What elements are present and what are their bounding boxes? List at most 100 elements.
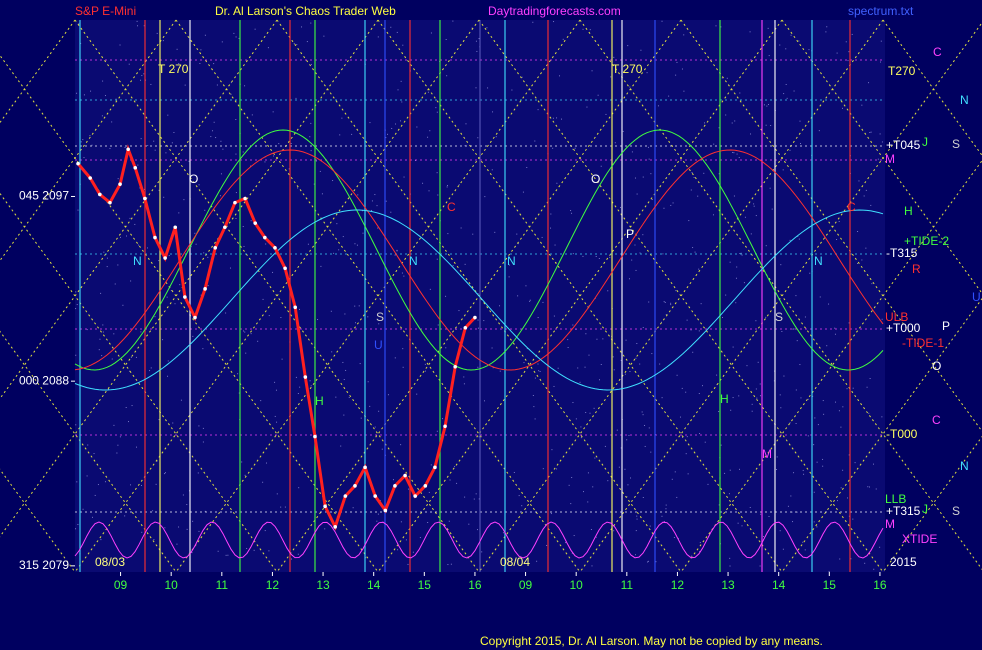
star: [836, 500, 838, 502]
star: [86, 475, 88, 477]
x-tick-label: 14: [772, 578, 786, 592]
star: [873, 568, 875, 570]
star: [310, 63, 312, 65]
star: [452, 20, 454, 22]
star: [619, 206, 621, 208]
star: [567, 347, 569, 349]
star: [430, 32, 432, 34]
star: [729, 469, 731, 471]
star: [700, 303, 702, 305]
star: [119, 236, 121, 238]
star: [852, 518, 854, 520]
star: [868, 82, 870, 84]
star: [111, 358, 113, 360]
price-point: [443, 424, 447, 429]
star: [759, 565, 761, 567]
marker: J: [922, 502, 928, 516]
star: [437, 324, 439, 326]
star: [624, 373, 626, 375]
star: [137, 244, 139, 246]
star: [607, 290, 609, 292]
star: [508, 276, 510, 278]
star: [403, 275, 405, 277]
star: [111, 121, 113, 123]
star: [77, 523, 79, 525]
star: [357, 194, 359, 196]
star: [686, 319, 688, 321]
plot-label: P: [626, 227, 634, 241]
star: [429, 288, 431, 290]
star: [245, 352, 247, 354]
star: [436, 172, 438, 174]
star: [394, 357, 396, 359]
star: [718, 411, 720, 413]
star: [698, 393, 700, 395]
star: [675, 74, 677, 76]
star: [586, 106, 588, 108]
star: [631, 151, 633, 153]
price-point: [233, 200, 237, 205]
star: [179, 284, 181, 286]
star: [130, 356, 132, 358]
star: [870, 204, 872, 206]
cycle-curve: [74, 209, 884, 391]
star: [537, 317, 539, 319]
star: [152, 510, 154, 512]
star: [609, 256, 611, 258]
star: [741, 525, 743, 527]
star: [792, 521, 794, 523]
star: [136, 446, 138, 448]
star: [116, 452, 118, 454]
star: [164, 527, 166, 529]
star: [562, 38, 564, 40]
star: [779, 44, 781, 46]
star: [478, 436, 480, 438]
star: [532, 395, 534, 397]
star: [659, 363, 661, 365]
file: spectrum.txt: [848, 4, 914, 18]
star: [83, 94, 85, 96]
star: [516, 233, 518, 235]
star: [533, 406, 535, 408]
star: [394, 254, 396, 256]
star: [190, 246, 192, 248]
price-point: [293, 305, 298, 310]
star: [741, 254, 743, 256]
plot-label: N: [133, 254, 142, 268]
star: [141, 531, 143, 533]
star: [198, 530, 200, 532]
star: [213, 63, 215, 65]
price-point: [413, 494, 418, 498]
star: [76, 92, 78, 94]
star: [822, 465, 824, 467]
star: [732, 346, 734, 348]
star: [797, 235, 799, 237]
star: [663, 521, 665, 523]
star: [126, 235, 128, 237]
star: [341, 435, 343, 437]
star: [94, 494, 96, 496]
star: [571, 552, 573, 554]
star: [477, 293, 479, 295]
price-point: [253, 221, 258, 225]
star: [75, 308, 77, 310]
star: [765, 245, 767, 247]
star: [244, 331, 246, 333]
star: [572, 253, 574, 255]
star: [238, 37, 240, 39]
star: [816, 461, 818, 463]
star: [798, 40, 800, 42]
star: [677, 537, 679, 539]
price-point: [453, 364, 457, 369]
star: [335, 396, 337, 398]
star: [101, 115, 103, 117]
star: [767, 27, 769, 29]
star: [191, 552, 193, 554]
cycle-curve: [74, 521, 884, 559]
star: [207, 256, 209, 258]
star: [260, 400, 262, 402]
star: [537, 363, 539, 365]
star: [203, 252, 205, 254]
star: [220, 140, 222, 142]
marker: O: [932, 359, 941, 373]
